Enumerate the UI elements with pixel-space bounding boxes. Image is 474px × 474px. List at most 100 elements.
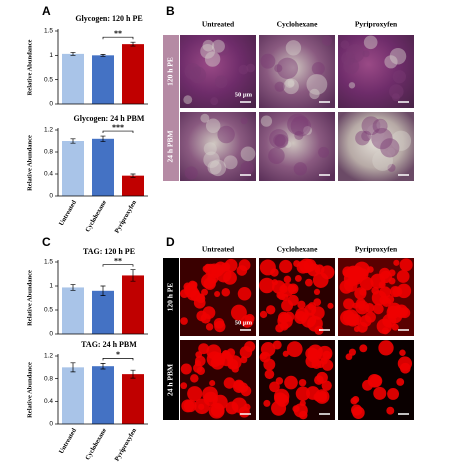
scale-label: 50 µm — [235, 319, 253, 326]
lipid-droplet — [280, 322, 289, 331]
significance-label: ** — [114, 29, 122, 38]
error-bar — [70, 362, 76, 373]
lipid-droplet — [321, 380, 332, 391]
texture — [204, 51, 221, 67]
lipid-droplet — [343, 298, 355, 310]
bar — [122, 175, 144, 196]
row-label: 120 h PE — [166, 57, 175, 86]
error-bar — [130, 41, 136, 47]
lipid-droplet — [277, 292, 286, 301]
chart-title: TAG: 24 h PBM — [81, 340, 137, 349]
significance-label: ** — [114, 257, 122, 266]
lipid-droplet — [386, 305, 400, 319]
significance-label: * — [116, 350, 120, 359]
lipid-droplet — [313, 288, 321, 295]
lipid-droplet — [279, 259, 293, 274]
bar — [92, 138, 114, 196]
lipid-droplet — [357, 321, 368, 333]
texture — [363, 35, 378, 50]
lipid-droplet — [388, 277, 396, 285]
texture — [214, 75, 228, 89]
texture — [207, 160, 222, 175]
lipid-droplet — [195, 351, 203, 358]
lipid-droplet — [269, 381, 280, 393]
texture — [223, 155, 238, 170]
texture — [269, 129, 289, 149]
lipid-droplet — [314, 325, 324, 335]
lipid-droplet — [391, 323, 399, 331]
micrograph — [259, 35, 335, 108]
micrograph — [338, 112, 414, 181]
texture — [341, 51, 356, 66]
lipid-droplet — [202, 265, 210, 273]
panel-letter: A — [42, 4, 51, 18]
bar — [122, 374, 144, 424]
texture — [268, 147, 285, 165]
bar — [62, 287, 84, 334]
texture — [371, 127, 393, 150]
bar — [62, 141, 84, 196]
column-label: Untreated — [202, 20, 235, 29]
lipid-droplet — [205, 323, 214, 331]
lipid-droplet — [272, 340, 282, 350]
lipid-droplet — [259, 310, 268, 319]
lipid-droplet — [187, 386, 203, 402]
lipid-droplet — [223, 270, 237, 285]
panel-letter: C — [42, 235, 51, 249]
texture — [209, 159, 227, 177]
row-label: 120 h PE — [166, 283, 175, 312]
lipid-droplet — [230, 304, 247, 321]
texture — [361, 116, 381, 136]
lipid-droplet — [358, 303, 366, 311]
lipid-droplet — [343, 278, 358, 293]
lipid-droplet — [396, 270, 410, 283]
y-tick-label: 1.2 — [44, 127, 53, 134]
texture — [318, 146, 329, 158]
y-tick-label: 1 — [49, 52, 53, 59]
texture — [391, 93, 400, 102]
x-tick-label: Cyclohexane — [84, 427, 108, 461]
significance-label: *** — [112, 123, 124, 132]
y-axis-label: Relative Abundance — [26, 39, 33, 95]
texture — [372, 150, 393, 171]
texture — [287, 113, 309, 136]
error-bar — [100, 54, 106, 57]
lipid-droplet — [201, 288, 208, 296]
lipid-droplet — [320, 265, 335, 280]
y-axis-label: Relative Abundance — [26, 362, 33, 418]
texture — [348, 82, 356, 89]
y-tick-label: 1.2 — [44, 353, 53, 360]
texture — [343, 57, 360, 74]
texture — [203, 151, 220, 168]
lipid-droplet — [281, 299, 294, 312]
lipid-droplet — [181, 399, 195, 413]
lipid-droplet — [233, 379, 245, 391]
y-tick-label: 0.8 — [44, 149, 53, 156]
lipid-droplet — [284, 375, 298, 390]
texture — [293, 162, 307, 176]
lipid-droplet — [231, 397, 247, 413]
lipid-droplet — [304, 278, 313, 287]
texture — [260, 53, 276, 69]
lipid-droplet — [213, 318, 225, 329]
lipid-droplet — [294, 310, 308, 324]
texture — [303, 125, 313, 135]
texture — [274, 81, 285, 92]
micrographs: Untreated Cyclohexane Pyriproxyfen 120 h PE… — [163, 20, 414, 420]
lipid-droplet — [259, 277, 275, 294]
lipid-droplet — [275, 377, 284, 385]
lipid-droplet — [283, 275, 292, 284]
texture — [389, 47, 407, 65]
y-tick-label: 1.5 — [44, 28, 53, 35]
lipid-droplet — [378, 340, 394, 356]
texture — [285, 78, 295, 89]
bar — [62, 53, 84, 104]
chart-title: Glycogen: 120 h PE — [75, 14, 142, 23]
lipid-droplet — [195, 355, 206, 367]
texture — [340, 40, 350, 49]
bar — [92, 366, 114, 424]
bar — [92, 290, 114, 334]
texture — [274, 134, 289, 148]
texture — [366, 123, 385, 142]
